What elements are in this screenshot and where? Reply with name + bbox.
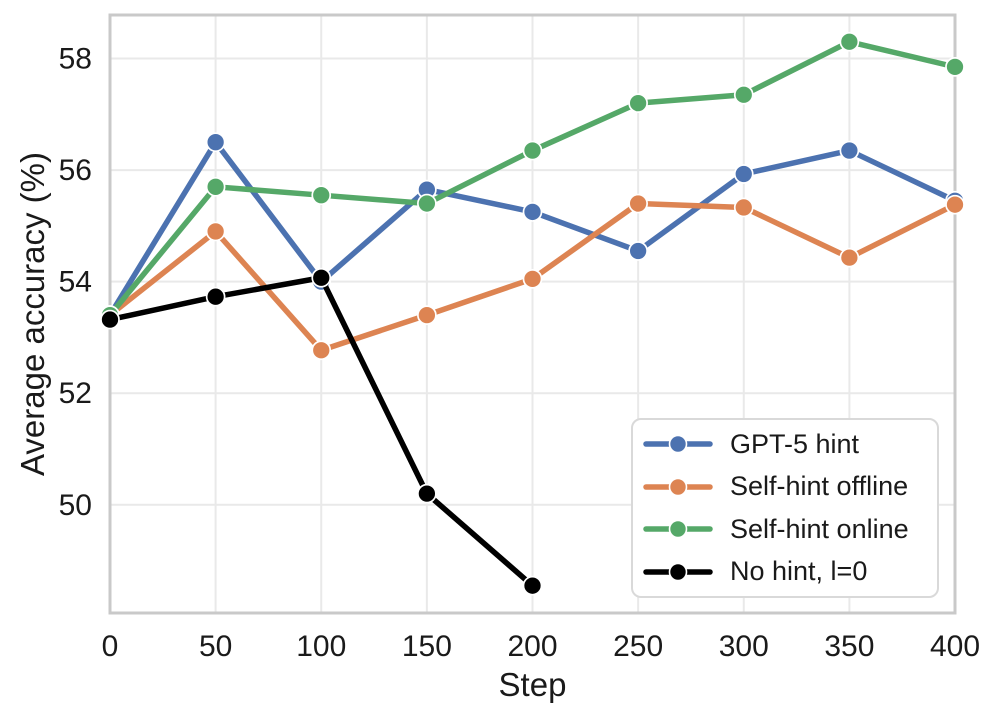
x-tick-label: 50: [199, 630, 232, 663]
legend: GPT-5 hint Self-hint offline Self-hint o…: [631, 418, 939, 598]
data-point: [205, 286, 226, 307]
data-point: [205, 221, 226, 242]
data-point: [205, 176, 226, 197]
data-point: [522, 140, 543, 161]
data-point: [733, 84, 754, 105]
x-tick-label: 350: [824, 630, 874, 663]
y-tick-label: 58: [59, 43, 92, 76]
y-tick-label: 56: [59, 154, 92, 187]
data-point: [839, 31, 860, 52]
data-point: [628, 193, 648, 214]
x-tick-label: 250: [613, 630, 663, 663]
x-tick-label: 100: [296, 630, 346, 663]
x-tick-label: 400: [930, 630, 980, 663]
legend-line-marker-icon: [643, 519, 713, 539]
data-point: [839, 247, 860, 268]
y-tick-label: 50: [59, 489, 92, 522]
data-point: [522, 202, 543, 222]
y-tick-label: 54: [59, 266, 92, 299]
legend-label: Self-hint online: [730, 513, 909, 544]
data-point: [522, 575, 543, 596]
data-point: [522, 269, 543, 289]
data-point: [839, 140, 860, 161]
legend-label: GPT-5 hint: [730, 428, 860, 459]
y-axis-label: Average accuracy (%): [14, 151, 51, 477]
data-point: [733, 197, 754, 218]
x-tick-label: 150: [402, 630, 452, 663]
x-tick-label: 0: [102, 630, 119, 663]
data-point: [417, 483, 437, 504]
legend-item-self-hint-online: Self-hint online: [643, 508, 929, 551]
y-tick-label: 52: [59, 377, 92, 410]
legend-label: No hint, l=0: [730, 556, 868, 587]
data-point: [628, 93, 648, 113]
x-tick-label: 300: [719, 630, 769, 663]
legend-item-no-hint: No hint, l=0: [643, 551, 929, 594]
legend-item-gpt5-hint: GPT-5 hint: [643, 423, 929, 466]
data-point: [311, 267, 332, 288]
data-point: [311, 340, 332, 361]
data-point: [417, 305, 437, 325]
data-point: [100, 309, 120, 330]
data-point: [945, 194, 965, 215]
legend-line-marker-icon: [643, 477, 713, 497]
legend-label: Self-hint offline: [730, 471, 909, 502]
data-point: [628, 241, 648, 261]
data-point: [205, 132, 226, 153]
x-axis-label: Step: [498, 666, 567, 703]
data-point: [733, 164, 754, 184]
legend-item-self-hint-offline: Self-hint offline: [643, 466, 929, 509]
legend-line-marker-icon: [643, 434, 713, 454]
data-point: [417, 193, 437, 214]
x-tick-label: 200: [507, 630, 557, 663]
legend-line-marker-icon: [643, 562, 713, 582]
data-point: [311, 185, 332, 206]
data-point: [945, 57, 965, 77]
